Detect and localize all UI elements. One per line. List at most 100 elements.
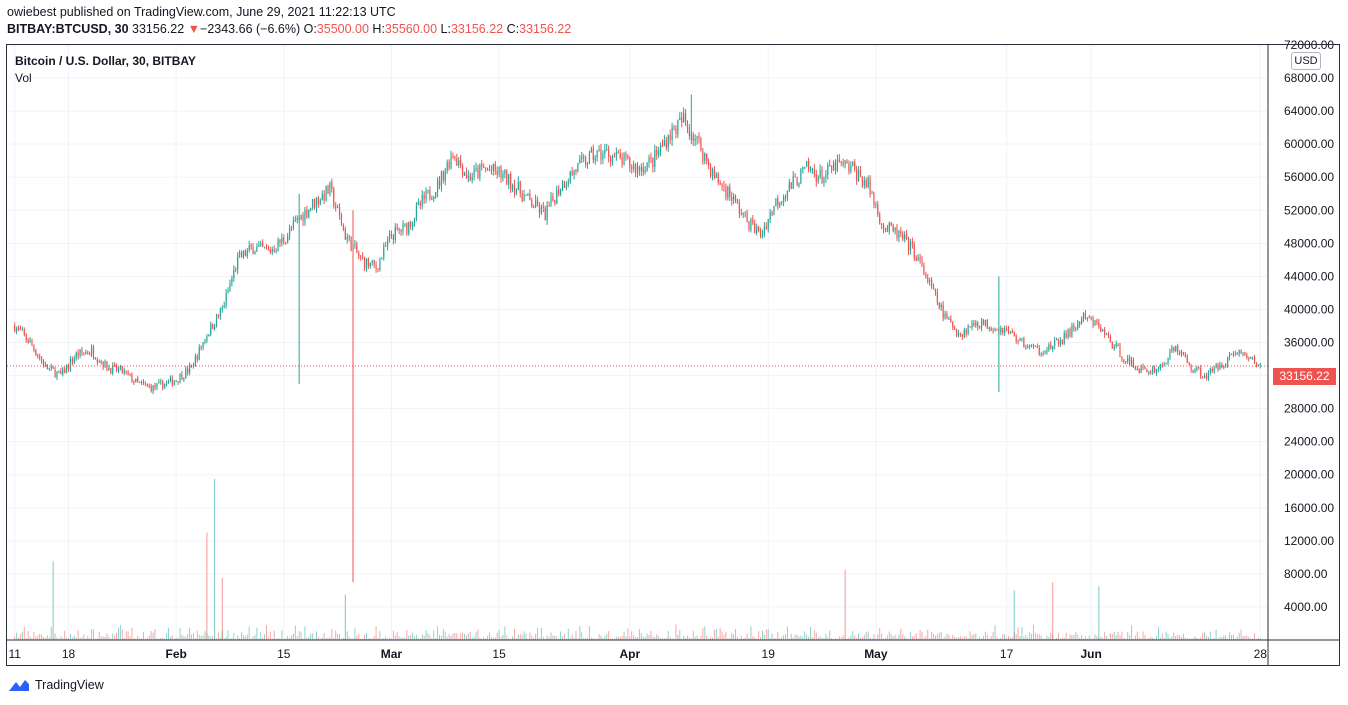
x-tick-label: May xyxy=(864,647,888,661)
candle-body xyxy=(42,361,45,367)
candle-body xyxy=(348,236,350,238)
candle-body xyxy=(1044,352,1046,355)
series-title[interactable]: Bitcoin / U.S. Dollar, 30, BITBAY xyxy=(15,54,196,68)
candle-body xyxy=(269,249,271,253)
candle-body xyxy=(1198,367,1200,369)
candle-body xyxy=(594,158,596,161)
candle-body xyxy=(679,117,681,121)
y-tick-label: 56000.00 xyxy=(1284,170,1334,184)
candle-body xyxy=(1084,312,1086,319)
candle-body xyxy=(50,366,52,369)
candle-body xyxy=(802,167,804,170)
candle-body xyxy=(139,382,141,384)
candle-body xyxy=(458,160,460,166)
candle-body xyxy=(779,202,781,206)
candle-body xyxy=(944,313,946,319)
candle-body xyxy=(696,136,698,140)
candle-body xyxy=(709,164,712,177)
candle-body xyxy=(248,245,250,251)
candle-body xyxy=(223,305,225,309)
candle-body xyxy=(65,365,68,374)
volume-legend[interactable]: Vol xyxy=(15,71,32,85)
candle-body xyxy=(398,228,400,230)
candle-body xyxy=(448,162,450,169)
candle-body xyxy=(425,191,427,200)
candle-body xyxy=(969,326,971,328)
candle-body xyxy=(994,329,996,332)
candle-body xyxy=(729,186,731,197)
candle-body xyxy=(212,323,214,330)
candle-body xyxy=(1138,369,1140,373)
candle-body xyxy=(402,223,404,232)
x-tick-label: Jun xyxy=(1080,647,1101,661)
x-tick-label: 11 xyxy=(8,647,21,661)
candle-body xyxy=(181,374,183,380)
candle-body xyxy=(317,197,320,205)
candle-body xyxy=(127,371,129,375)
candle-body xyxy=(83,352,85,354)
candle-body xyxy=(369,262,371,267)
candle-body xyxy=(581,156,583,160)
candle-body xyxy=(246,250,248,257)
candle-body xyxy=(177,381,179,383)
candle-body xyxy=(1180,352,1183,354)
candle-body xyxy=(1046,349,1048,353)
candle-body xyxy=(356,244,358,253)
candle-body xyxy=(406,223,408,234)
candle-body xyxy=(263,247,266,249)
last-value: 33156.22 xyxy=(132,22,185,36)
candle-body xyxy=(881,223,883,225)
candle-body xyxy=(354,244,356,246)
candle-body xyxy=(408,221,410,234)
candle-body xyxy=(804,167,806,169)
candle-body xyxy=(882,224,885,229)
author-name[interactable]: owiebest xyxy=(7,5,57,19)
tradingview-brand[interactable]: TradingView xyxy=(8,678,104,692)
candle-body xyxy=(863,180,865,186)
candle-body xyxy=(102,361,104,368)
candle-body xyxy=(423,194,425,200)
candle-body xyxy=(167,380,170,382)
candle-body xyxy=(890,222,892,225)
candle-body xyxy=(535,199,537,208)
candle-body xyxy=(1132,359,1135,367)
candle-body xyxy=(771,211,773,215)
candle-body xyxy=(1175,345,1177,351)
x-tick-label: 15 xyxy=(277,647,291,661)
candle-body xyxy=(265,247,268,249)
candle-body xyxy=(656,149,658,155)
candle-body xyxy=(502,173,504,179)
candle-body xyxy=(1190,364,1192,370)
candle-body xyxy=(688,127,691,136)
candle-body xyxy=(217,314,220,317)
candle-body xyxy=(135,378,137,383)
candle-body xyxy=(619,153,621,158)
candle-body xyxy=(886,227,888,232)
candle-body xyxy=(758,227,760,231)
candle-body xyxy=(1104,329,1106,335)
candle-body xyxy=(296,217,298,221)
candle-body xyxy=(1038,347,1040,355)
y-tick-label: 64000.00 xyxy=(1284,104,1334,118)
candle-body xyxy=(892,224,894,232)
candle-body xyxy=(567,182,569,185)
currency-badge[interactable]: USD xyxy=(1291,52,1321,70)
candle-body xyxy=(262,242,264,248)
candle-body xyxy=(579,159,581,163)
candle-body xyxy=(342,225,344,230)
candle-body xyxy=(1213,368,1215,372)
candle-body xyxy=(561,181,564,190)
candle-body xyxy=(1107,334,1110,337)
candle-body xyxy=(344,229,346,240)
candle-body xyxy=(104,361,106,368)
candle-body xyxy=(258,245,260,247)
candle-body xyxy=(288,227,291,237)
candle-body xyxy=(829,164,831,166)
candle-body xyxy=(871,192,873,194)
candle-body xyxy=(625,154,627,157)
candle-body xyxy=(308,209,310,217)
y-tick-label: 24000.00 xyxy=(1284,435,1334,449)
candle-body xyxy=(984,320,987,325)
candle-body xyxy=(1007,328,1010,332)
